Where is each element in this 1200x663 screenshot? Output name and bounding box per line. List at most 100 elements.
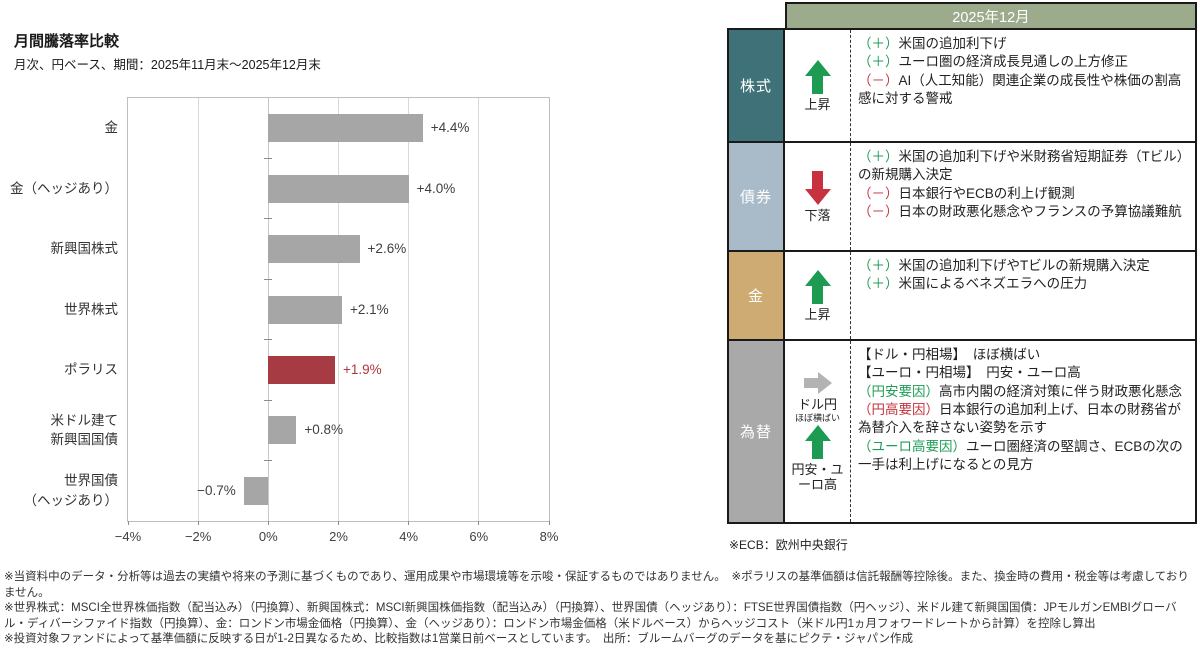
direction-label: 円安・ユーロ高 — [791, 462, 844, 493]
category-axis-tick — [264, 218, 273, 220]
x-axis-tick — [338, 521, 339, 525]
factor-text: 米国の追加利下げや米財務省短期証券（Tビル）の新規購入決定 — [858, 149, 1184, 183]
table-row: 為替 ドル円 ほぼ横ばい 円安・ユーロ高 【ドル・円相場】 ほぼ横ばい 【ユーロ・円相場】… — [729, 339, 1195, 522]
category-label: 世界株式 — [64, 301, 118, 317]
category-label: 米ドル建て 新興国国債 — [50, 412, 119, 448]
factor-text: 米国によるベネズエラへの圧力 — [898, 276, 1088, 292]
factor-text: 米国の追加利下げやTビルの新規購入決定 — [898, 258, 1150, 273]
factor-line: （＋）米国の追加利下げやTビルの新規購入決定 — [858, 257, 1189, 275]
factor-line: （－）AI（人工知能）関連企業の成長性や株価の割高感に対する警戒 — [858, 72, 1189, 109]
factor-text: 日本銀行の追加利上げ、日本の財務省が為替介入を辞さない姿勢を示す — [858, 402, 1182, 436]
market-commentary-table: 株式 上昇 （＋）米国の追加利下げ （＋）ユーロ圏の経済成長見通しの上方修正 （－）AI… — [727, 28, 1197, 524]
direction-cell: ドル円 ほぼ横ばい 円安・ユーロ高 — [785, 341, 851, 522]
factor-line: （＋）ユーロ圏の経済成長見通しの上方修正 — [858, 53, 1189, 71]
bar-value-label: −0.7% — [197, 482, 236, 498]
direction-label: 下落 — [804, 208, 831, 224]
x-axis-tick — [478, 521, 480, 525]
factor-line: （円安要因）高市内閣の経済対策に伴う財政悪化懸念 — [858, 383, 1189, 401]
factor-text: ユーロ圏経済の堅調さ、ECBの次の一手は利上げになるとの見方 — [858, 438, 1183, 473]
row-label-0: 株式 — [729, 30, 785, 141]
factor-prefix: （－） — [858, 204, 899, 220]
bar-value-label: +4.0% — [416, 180, 456, 196]
factor-line: （＋）米国の追加利下げや米財務省短期証券（Tビル）の新規購入決定 — [858, 148, 1189, 185]
table-row: 株式 上昇 （＋）米国の追加利下げ （＋）ユーロ圏の経済成長見通しの上方修正 （－）AI… — [729, 30, 1195, 141]
bar-value-label: +2.6% — [367, 241, 407, 257]
factor-prefix: 【ドル・円相場】 — [858, 347, 960, 362]
x-axis-tick — [127, 521, 129, 525]
commentary-cell: 【ドル・円相場】 ほぼ横ばい 【ユーロ・円相場】 円安・ユーロ高 （円安要因）高市内… — [851, 341, 1195, 522]
factor-text: AI（人工知能）関連企業の成長性や株価の割高感に対する警戒 — [858, 72, 1182, 107]
x-axis-tick — [267, 521, 269, 525]
factor-line: （－）日本の財政悪化懸念やフランスの予算協議難航 — [858, 203, 1189, 221]
category-axis-tick — [264, 399, 273, 401]
category-label: ポラリス — [64, 362, 118, 378]
direction-cell: 下落 — [785, 143, 851, 250]
x-tick-label: −2% — [184, 529, 212, 544]
up-arrow-icon — [804, 60, 831, 95]
factor-text: 日本銀行やECBの利上げ観測 — [898, 185, 1075, 201]
factor-prefix: （－） — [858, 185, 899, 201]
category-axis-tick — [264, 339, 273, 341]
footnote-line: ※世界株式：MSCI全世界株価指数（配当込み）（円換算）、新興国株式：MSCI新… — [4, 602, 1177, 630]
category-label: 金（ヘッジあり） — [10, 180, 118, 196]
x-tick-label: 8% — [539, 529, 559, 544]
factor-text: 米国の追加利下げ — [898, 36, 1007, 51]
factor-prefix: 【ユーロ・円相場】 — [858, 365, 973, 381]
factor-prefix: （＋） — [858, 54, 899, 70]
direction-cell: 上昇 — [785, 252, 851, 339]
category-axis-tick — [264, 157, 273, 159]
bar-value-label: +2.1% — [350, 301, 389, 317]
category-label: 金 — [104, 120, 119, 136]
factor-text: ユーロ圏の経済成長見通しの上方修正 — [898, 54, 1129, 70]
x-axis-tick — [408, 521, 410, 525]
bar — [268, 295, 342, 324]
x-tick-label: 4% — [399, 529, 419, 544]
table-row: 金上昇 （＋）米国の追加利下げやTビルの新規購入決定 （＋）米国によるベネズエラへの… — [729, 250, 1195, 339]
footnote-line: ※投資対象ファンドによって基準価額に反映する日が1-2日異なるため、比較指数は1… — [4, 633, 914, 645]
footnote-line: ※当資料中のデータ・分析等は過去の実績や将来の予測に基づくものであり、運用成果や… — [4, 571, 1189, 599]
disclaimer-footnotes: ※当資料中のデータ・分析等は過去の実績や将来の予測に基づくものであり、運用成果や… — [4, 570, 1198, 648]
factor-line: （円高要因）日本銀行の追加利上げ、日本の財務省が為替介入を辞さない姿勢を示す — [858, 401, 1189, 438]
factor-line: （＋）米国の追加利下げ — [858, 35, 1189, 53]
factor-prefix: （＋） — [858, 149, 899, 164]
factor-prefix: （＋） — [858, 36, 899, 51]
gridline — [478, 98, 480, 521]
page-title: 月間騰落率比較 — [14, 33, 120, 50]
right-arrow-icon — [803, 371, 832, 394]
x-tick-label: 2% — [329, 529, 348, 544]
commentary-cell: （＋）米国の追加利下げ （＋）ユーロ圏の経済成長見通しの上方修正 （－）AI（人工知… — [851, 30, 1195, 141]
factor-prefix: （円安要因） — [858, 383, 939, 399]
direction-label: 上昇 — [804, 307, 831, 323]
bar — [268, 235, 360, 264]
bar-value-label: +0.8% — [304, 422, 344, 438]
category-label: 新興国株式 — [50, 241, 119, 257]
factor-line: （ユーロ高要因）ユーロ圏経済の堅調さ、ECBの次の一手は利上げになるとの見方 — [858, 438, 1189, 475]
factor-text: 円安・ユーロ高 — [972, 365, 1081, 381]
factor-line: 【ユーロ・円相場】 円安・ユーロ高 — [858, 364, 1189, 382]
x-tick-label: 0% — [258, 529, 278, 544]
table-row: 債券 下落 （＋）米国の追加利下げや米財務省短期証券（Tビル）の新規購入決定 （－）日… — [729, 141, 1195, 250]
factor-prefix: （－） — [858, 72, 899, 88]
bar — [268, 416, 297, 445]
table-header-month: 2025年12月 — [785, 2, 1197, 28]
factor-text: 日本の財政悪化懸念やフランスの予算協議難航 — [898, 204, 1182, 220]
factor-text: 高市内閣の経済対策に伴う財政悪化懸念 — [939, 383, 1182, 399]
factor-prefix: （＋） — [858, 276, 899, 292]
x-tick-label: −4% — [114, 529, 142, 544]
factor-text: ほぼ横ばい — [959, 347, 1041, 362]
bar — [243, 476, 269, 505]
commentary-cell: （＋）米国の追加利下げやTビルの新規購入決定 （＋）米国によるベネズエラへの圧力 — [851, 252, 1195, 339]
bar-chart-plot: −4% −2% 0% 2% 4% 6% 8% 金 +4.4% 金（ヘッジあり） +4.0% 新興国株式… — [10, 97, 558, 544]
factor-line: （＋）米国によるベネズエラへの圧力 — [858, 275, 1189, 293]
factor-prefix: （ユーロ高要因） — [858, 438, 966, 454]
direction-label: ドル円 — [797, 396, 837, 412]
x-axis-tick — [197, 521, 199, 525]
gridline — [197, 98, 199, 521]
x-tick-label: 6% — [469, 529, 489, 544]
row-label-1: 債券 — [729, 143, 785, 250]
category-axis-tick — [264, 278, 273, 280]
page-subtitle: 月次、円ベース、期間：2025年11月末～2025年12月末 — [14, 58, 321, 72]
category-label: 世界国債 （ヘッジあり） — [23, 473, 119, 508]
gridline — [408, 98, 410, 521]
row-label-2: 金 — [729, 252, 785, 339]
